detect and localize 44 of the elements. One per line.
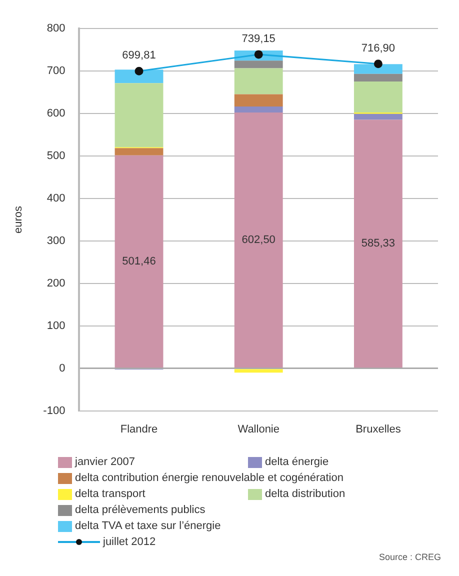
bar [234, 94, 283, 107]
bar [114, 148, 164, 156]
legend-label: juillet 2012 [103, 536, 156, 548]
legend-label: delta TVA et taxe sur l’énergie [75, 520, 221, 532]
y-tick-label: 0 [59, 362, 66, 374]
bar [114, 155, 164, 368]
data-label: 699,81 [122, 50, 156, 62]
bar [354, 114, 402, 120]
legend-label: janvier 2007 [75, 456, 135, 468]
bar [354, 64, 402, 74]
bar [354, 82, 402, 113]
y-tick-label: -100 [43, 404, 66, 417]
y-tick-label: 300 [46, 234, 66, 247]
source-note: Source : CREG [378, 552, 442, 562]
bar [114, 83, 164, 148]
bar [234, 68, 283, 94]
y-axis-title: euros [12, 205, 25, 234]
y-tick-label: 100 [46, 320, 66, 332]
bar [234, 60, 283, 68]
y-tick-label: 400 [46, 192, 66, 204]
data-label: 716,90 [361, 42, 396, 54]
legend-label: delta prélèvements publics [75, 504, 206, 516]
x-tick-label: Bruxelles [356, 423, 402, 436]
y-tick-label: 200 [46, 277, 66, 290]
legend-label: delta énergie [265, 456, 329, 468]
bar [354, 120, 402, 368]
bar [234, 106, 283, 112]
x-tick-label: Wallonie [238, 423, 280, 436]
legend-label: delta distribution [265, 488, 346, 500]
y-tick-label: 700 [46, 65, 66, 78]
y-tick-label: 800 [46, 22, 66, 35]
y-tick-label: 500 [46, 150, 66, 162]
data-label: 501,46 [122, 256, 156, 268]
x-tick-label: Flandre [120, 423, 158, 436]
data-label: 739,15 [242, 32, 276, 45]
bar [234, 112, 283, 368]
y-tick-label: 600 [46, 108, 66, 120]
data-label: 602,50 [242, 234, 276, 246]
legend-label: delta transport [75, 488, 146, 500]
legend-label: delta contribution énergie renouvelable et cogénération [75, 472, 344, 484]
bar [234, 369, 283, 373]
bar [354, 74, 402, 82]
data-label: 585,33 [361, 238, 396, 250]
bar [114, 70, 164, 84]
